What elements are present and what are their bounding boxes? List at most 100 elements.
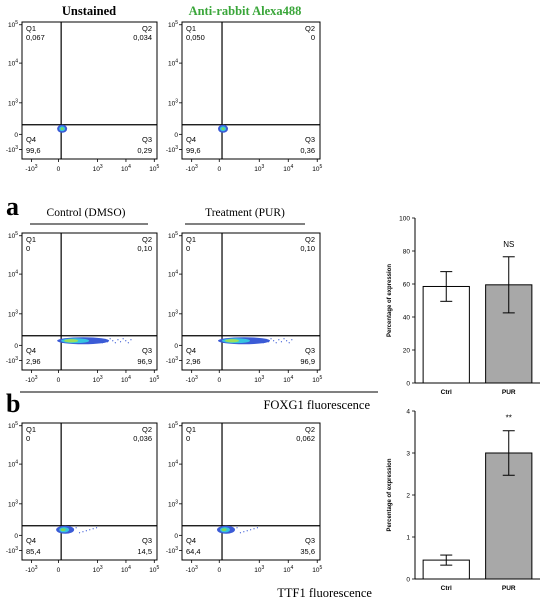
q3-label: Q3 <box>142 346 152 355</box>
q4-value: 2,96 <box>186 357 201 366</box>
y-tick-label: 0 <box>174 343 178 350</box>
y-tick-label: -103 <box>6 145 18 154</box>
q1-value: 0 <box>26 244 30 253</box>
q2-value: 0,036 <box>133 434 152 443</box>
event-dot <box>278 339 280 341</box>
y-tick-label: 0 <box>406 381 410 388</box>
y-tick-label: 103 <box>168 499 178 508</box>
y-tick-label: 0 <box>14 132 18 139</box>
event-dot <box>127 342 129 344</box>
y-tick-label: 104 <box>8 270 18 279</box>
event-dot <box>96 338 98 340</box>
x-tick-label: 104 <box>121 565 131 574</box>
q4-value: 2,96 <box>26 357 41 366</box>
event-dot <box>78 532 81 534</box>
event-density <box>218 124 229 133</box>
y-tick-label: 3 <box>406 451 410 458</box>
event-density <box>217 525 259 534</box>
y-tick-label: 103 <box>168 309 178 318</box>
y-tick-label: 2 <box>406 493 410 500</box>
q4-value: 85,4 <box>26 547 41 556</box>
y-tick-label: 0 <box>174 132 178 139</box>
x-tick-label: 104 <box>283 164 293 173</box>
q1-value: 0 <box>186 244 190 253</box>
q3-value: 14,5 <box>137 547 152 556</box>
y-tick-label: 103 <box>168 98 178 107</box>
density-core <box>221 127 225 130</box>
q4-label: Q4 <box>186 135 196 144</box>
event-dot <box>130 339 132 341</box>
event-dot <box>89 529 91 531</box>
y-tick-label: 105 <box>168 20 178 29</box>
q3-value: 96,9 <box>137 357 152 366</box>
bar-ctrl[interactable] <box>422 285 470 384</box>
y-tick-label: 4 <box>406 409 410 416</box>
event-dot <box>273 340 275 342</box>
x-tick-label: 103 <box>254 164 264 173</box>
q2-label: Q2 <box>142 24 152 33</box>
y-axis-label: Percentage of expression <box>387 264 393 337</box>
event-dot <box>267 341 270 343</box>
event-dot <box>117 339 119 341</box>
event-dot <box>286 340 288 342</box>
y-tick-label: 103 <box>8 309 18 318</box>
y-tick-label: -103 <box>6 546 18 555</box>
y-tick-label: 104 <box>8 59 18 68</box>
event-dot <box>257 338 259 340</box>
x-tick-label: 103 <box>254 375 264 384</box>
q1-value: 0 <box>26 434 30 443</box>
q4-label: Q4 <box>26 135 36 144</box>
event-dot <box>85 530 87 532</box>
q2-label: Q2 <box>305 235 315 244</box>
event-density <box>57 337 132 345</box>
bar-chart-2: 0 1 2 3 4 Percentage of expression Ctrl PUR ** <box>387 409 540 592</box>
header-control: Control (DMSO) <box>47 207 126 219</box>
event-dot <box>275 342 277 344</box>
foxg1-axis-title: FOXG1 fluorescence <box>263 398 370 412</box>
header-treatment: Treatment (PUR) <box>205 207 285 219</box>
x-tick-label: -103 <box>186 375 198 384</box>
event-dot <box>270 338 272 340</box>
y-tick-label: 104 <box>168 270 178 279</box>
q4-value: 99,6 <box>26 146 41 155</box>
x-tick-label: 104 <box>283 375 293 384</box>
event-dot <box>239 532 242 534</box>
q2-value: 0,062 <box>296 434 315 443</box>
q1-value: 0,067 <box>26 33 45 42</box>
q1-value: 0 <box>186 434 190 443</box>
x-tick-label: 0 <box>217 567 221 574</box>
y-tick-label: -103 <box>166 546 178 555</box>
y-tick-label: 105 <box>168 231 178 240</box>
event-dot <box>95 527 98 529</box>
event-dot <box>260 340 262 342</box>
y-tick-label: 40 <box>403 315 411 322</box>
y-tick-label: 104 <box>168 59 178 68</box>
panel-label-b: b <box>6 389 20 418</box>
event-dot <box>283 338 285 340</box>
q3-label: Q3 <box>305 135 315 144</box>
x-tick-label: 105 <box>149 565 159 574</box>
event-dot <box>109 338 111 340</box>
event-dot <box>122 338 124 340</box>
x-tick-label: -103 <box>186 164 198 173</box>
flow-plot-frame <box>21 422 158 561</box>
q3-value: 0,36 <box>300 146 315 155</box>
x-tick-label: 105 <box>149 375 159 384</box>
event-dot <box>82 531 84 533</box>
x-tick-label: 105 <box>312 565 322 574</box>
y-tick-label: 0 <box>14 343 18 350</box>
event-dot <box>250 529 252 531</box>
x-tick-label: 0 <box>217 377 221 384</box>
flow-plot-frame <box>181 422 321 561</box>
x-tick-label: 104 <box>283 565 293 574</box>
q4-value: 64,4 <box>186 547 201 556</box>
event-density <box>56 525 98 534</box>
x-tick-label: 105 <box>149 164 159 173</box>
q2-value: 0,10 <box>137 244 152 253</box>
y-tick-label: 103 <box>8 499 18 508</box>
event-dot <box>236 527 238 529</box>
x-tick-label: 103 <box>93 375 103 384</box>
flow-plot-frame <box>181 232 321 371</box>
